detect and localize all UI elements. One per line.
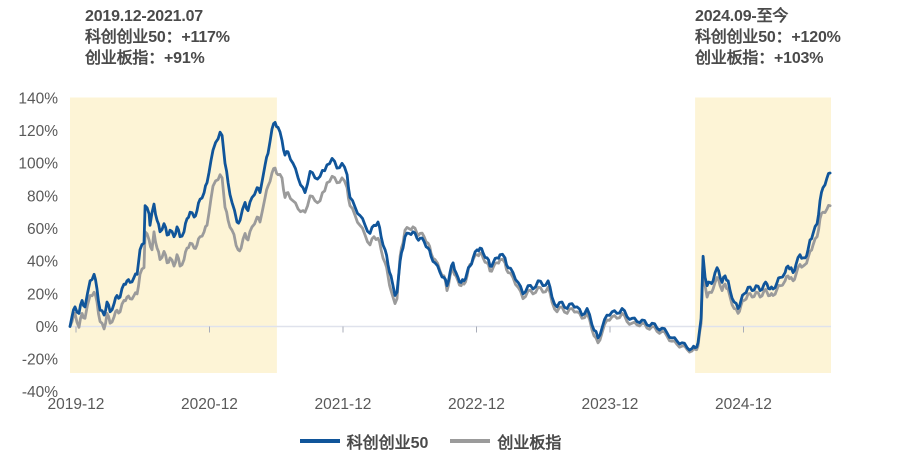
x-axis-label: 2021-12	[315, 396, 372, 413]
legend-label: 科创创业50	[346, 435, 429, 452]
annotation-period: 2019.12-2021.07	[85, 8, 204, 25]
annotation-window-1: 2019.12-2021.07 科创创业50：+117% 创业板指：+91%	[85, 6, 230, 69]
y-axis-label: 140%	[18, 90, 58, 107]
y-axis-label: 40%	[27, 254, 58, 271]
y-axis-label: 120%	[18, 123, 58, 140]
x-axis-label: 2023-12	[582, 396, 639, 413]
legend-item-kcc50: 科创创业50	[299, 429, 429, 453]
annotation-period: 2024.09-至今	[695, 8, 789, 25]
highlight-band	[695, 97, 831, 373]
annotation-series-gain: 科创创业50：+120%	[695, 29, 841, 46]
y-axis-labels: 140% 120% 100% 80% 60% 40% 20% 0% -20% -40%	[18, 90, 58, 401]
x-axis-label: 2019-12	[48, 396, 105, 413]
annotation-series-gain: 创业板指：+91%	[85, 50, 205, 67]
legend-item-chinext: 创业板指	[450, 429, 561, 453]
y-axis-label: 80%	[27, 188, 58, 205]
annotation-window-2: 2024.09-至今 科创创业50：+120% 创业板指：+103%	[695, 6, 841, 69]
x-axis-label: 2024-12	[715, 396, 772, 413]
series-lines	[68, 121, 832, 354]
legend-swatch-gray	[450, 439, 491, 443]
x-axis-labels: 2019-12 2020-12 2021-12 2022-12 2023-12 2024-…	[48, 396, 772, 413]
x-axis-label: 2022-12	[448, 396, 505, 413]
performance-line-chart: 140% 120% 100% 80% 60% 40% 20% 0% -20% -40% 2019-1…	[18, 90, 832, 413]
series-line-科创创业50	[68, 121, 832, 352]
x-axis	[70, 325, 831, 333]
y-axis-label: 0%	[36, 319, 59, 336]
chart-canvas: 140% 120% 100% 80% 60% 40% 20% 0% -20% -40%2019-1…	[18, 90, 832, 413]
chart-legend: 科创创业50 创业板指	[0, 429, 861, 453]
annotation-series-gain: 创业板指：+103%	[695, 50, 824, 67]
x-axis-label: 2020-12	[181, 396, 238, 413]
y-axis-label: 60%	[27, 221, 58, 238]
annotation-series-gain: 科创创业50：+117%	[85, 29, 230, 46]
y-axis-label: 20%	[27, 286, 58, 303]
y-axis-label: -40%	[22, 384, 58, 401]
highlight-bands	[70, 97, 831, 373]
y-axis-label: 100%	[18, 156, 58, 173]
y-axis-label: -20%	[22, 352, 58, 369]
legend-label: 创业板指	[497, 435, 562, 452]
legend-swatch-blue	[299, 439, 340, 443]
